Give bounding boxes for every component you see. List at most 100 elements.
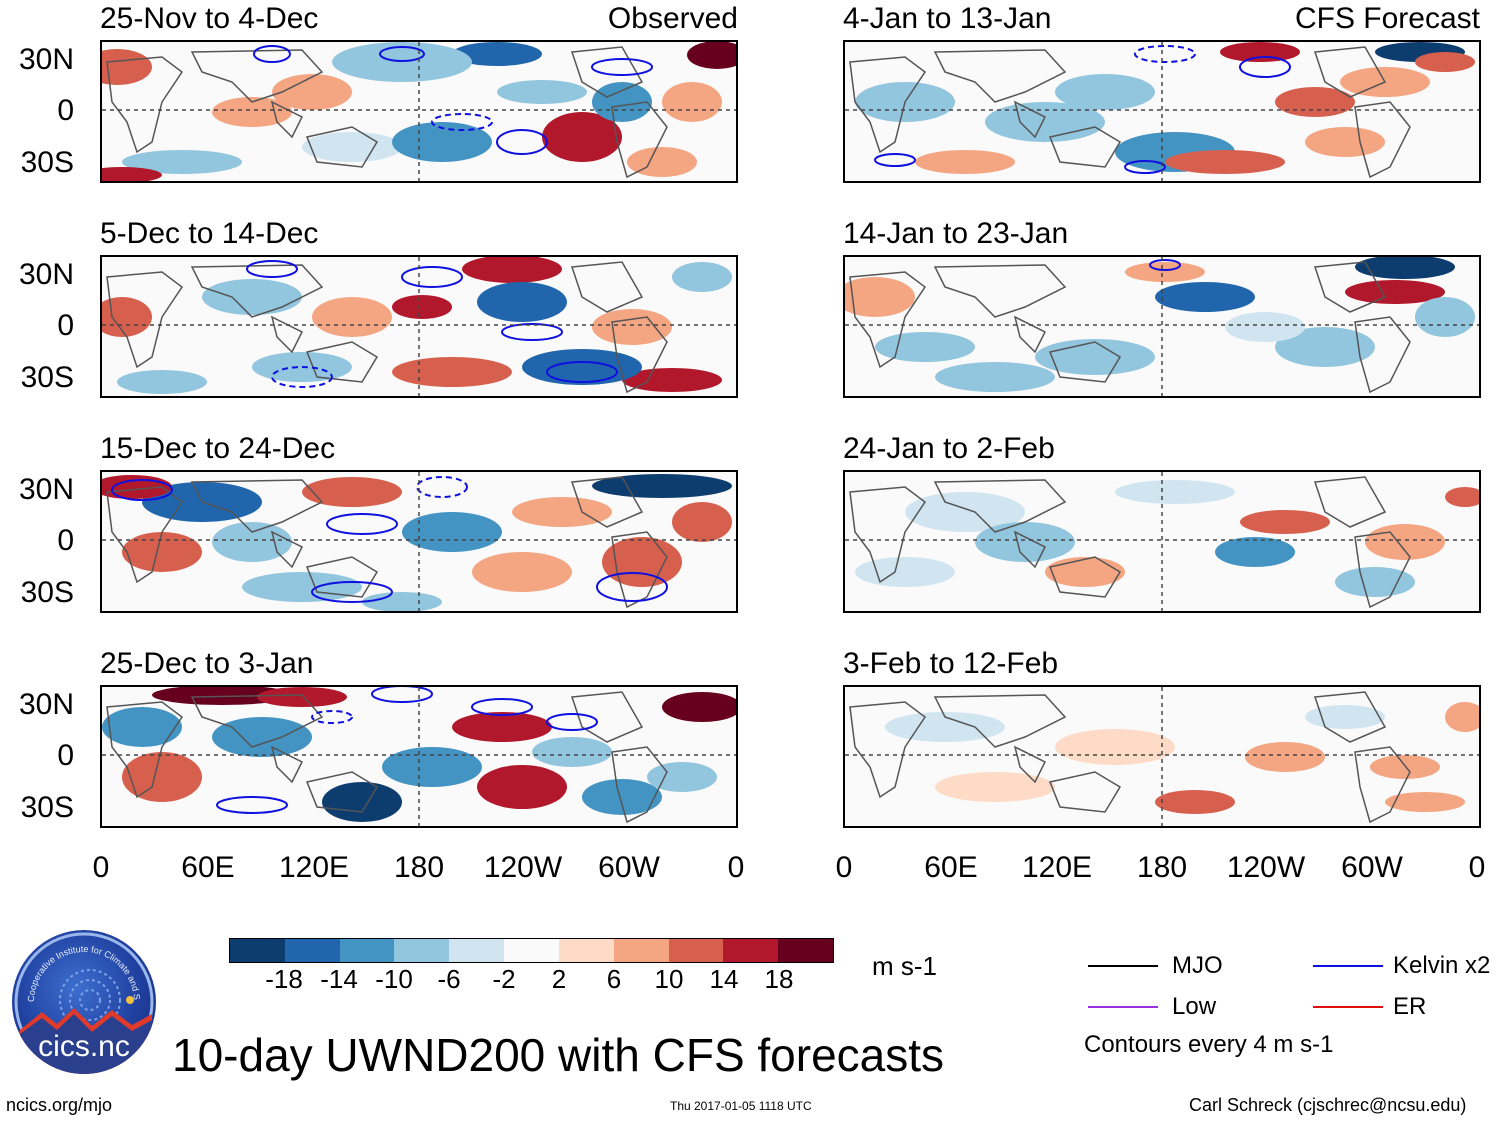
colorbar-tick: 18 [764, 964, 794, 994]
kelvin-contour [371, 687, 433, 703]
coastline [849, 271, 927, 369]
map-field [102, 687, 736, 826]
legend-kelvin-line [1313, 965, 1383, 967]
wind-anomaly-region [477, 282, 567, 322]
colorbar-swatch [449, 939, 505, 962]
wind-anomaly-region [1225, 312, 1305, 342]
map-panel-forecast-1 [843, 40, 1481, 183]
wind-anomaly-region [477, 765, 567, 809]
coastline [1013, 100, 1047, 139]
wind-anomaly-region [1165, 150, 1285, 174]
lon-label-60e-left: 60E [181, 851, 235, 884]
coastline [1313, 46, 1387, 98]
wind-anomaly-region [202, 279, 302, 315]
colorbar-tick: -14 [320, 964, 358, 994]
kelvin-contour [311, 581, 393, 603]
lon-label-360-right: 0 [1468, 851, 1486, 884]
wind-anomaly-region [212, 717, 312, 757]
colorbar-tick: -6 [437, 964, 461, 994]
coastline [611, 531, 668, 609]
wind-anomaly-region [1365, 524, 1445, 560]
coastline [190, 694, 324, 748]
forecast-label: CFS Forecast [1294, 2, 1480, 35]
lon-label-60e-right: 60E [924, 851, 978, 884]
wind-anomaly-region [662, 692, 736, 722]
wind-anomaly-region [1055, 729, 1175, 765]
coastline [1048, 126, 1122, 168]
map-field [845, 472, 1479, 611]
wind-anomaly-region [592, 309, 672, 345]
wind-anomaly-region [1035, 339, 1155, 375]
wind-anomaly-region [1370, 755, 1440, 779]
wind-anomaly-region [322, 782, 402, 822]
lon-label-0-right: 0 [835, 851, 853, 884]
legend-kelvin-label: Kelvin x2 [1393, 952, 1491, 979]
map-panel-forecast-2 [843, 255, 1481, 398]
footer-website[interactable]: ncics.org/mjo [6, 1095, 113, 1115]
wind-anomaly-region [1115, 480, 1235, 504]
wind-anomaly-region [392, 122, 492, 162]
lon-label-120e-right: 120E [1021, 851, 1093, 884]
coastline [270, 315, 304, 354]
panel-title-3: 15-Dec to 24-Dec [100, 432, 336, 465]
legend-er-line [1313, 1006, 1383, 1008]
wind-anomaly-region [362, 592, 442, 611]
wind-anomaly-region [855, 557, 955, 587]
wind-anomaly-region [102, 707, 182, 747]
panel-title-5: 4-Jan to 13-Jan [843, 2, 1052, 35]
legend-mjo-line [1088, 965, 1158, 967]
lat-label-30s-1: 30S [20, 146, 74, 179]
wind-anomaly-region [532, 737, 612, 767]
lon-label-60w-left: 60W [598, 851, 660, 884]
coastline [190, 264, 324, 318]
wind-anomaly-region [622, 368, 722, 392]
colorbar [229, 938, 834, 963]
coastline [190, 49, 324, 103]
kelvin-contour [216, 796, 288, 814]
lat-label-30n-2: 30N [18, 258, 74, 291]
lon-label-360-left: 0 [727, 851, 745, 884]
map-panel-observed-4 [100, 685, 738, 828]
wind-anomaly-region [687, 42, 736, 69]
lon-label-180-left: 180 [393, 851, 445, 884]
wind-anomaly-region [382, 747, 482, 787]
lon-label-180-right: 180 [1136, 851, 1188, 884]
map-field [102, 472, 736, 611]
kelvin-contour [326, 513, 398, 535]
coastline [611, 316, 668, 394]
kelvin-contour [416, 476, 468, 498]
coastline [305, 126, 379, 168]
map-field [102, 42, 736, 181]
coastline [1313, 476, 1387, 528]
wind-anomaly-region [1240, 510, 1330, 534]
kelvin-contour [501, 323, 563, 341]
wind-anomaly-region [122, 150, 242, 174]
lat-label-eq-4: 0 [57, 739, 74, 772]
colorbar-swatch [558, 939, 614, 962]
wind-anomaly-region [1155, 790, 1235, 814]
wind-anomaly-region [1215, 537, 1295, 567]
coastline [106, 56, 184, 154]
wind-anomaly-region [392, 357, 512, 387]
colorbar-tick: 6 [606, 964, 622, 994]
footer-timestamp: Thu 2017-01-05 1118 UTC [670, 1099, 812, 1113]
coastline [933, 264, 1067, 318]
lat-label-30n-3: 30N [18, 473, 74, 506]
coastline [933, 49, 1067, 103]
wind-anomaly-region [462, 257, 562, 283]
wind-anomaly-region [102, 297, 152, 337]
logo-text: cics.nc [38, 1030, 130, 1063]
wind-anomaly-region [512, 497, 612, 527]
legend-mjo-label: MJO [1172, 952, 1223, 979]
kelvin-contour [1124, 160, 1166, 174]
wind-anomaly-region [452, 712, 552, 742]
wind-anomaly-region [257, 687, 347, 707]
map-panel-observed-3 [100, 470, 738, 613]
wind-anomaly-region [1305, 127, 1385, 157]
wind-anomaly-region [885, 712, 1005, 742]
lon-label-0-left: 0 [92, 851, 110, 884]
kelvin-contour [471, 698, 533, 716]
map-field [845, 42, 1479, 181]
coastline [849, 56, 927, 154]
coastline [933, 479, 1067, 533]
